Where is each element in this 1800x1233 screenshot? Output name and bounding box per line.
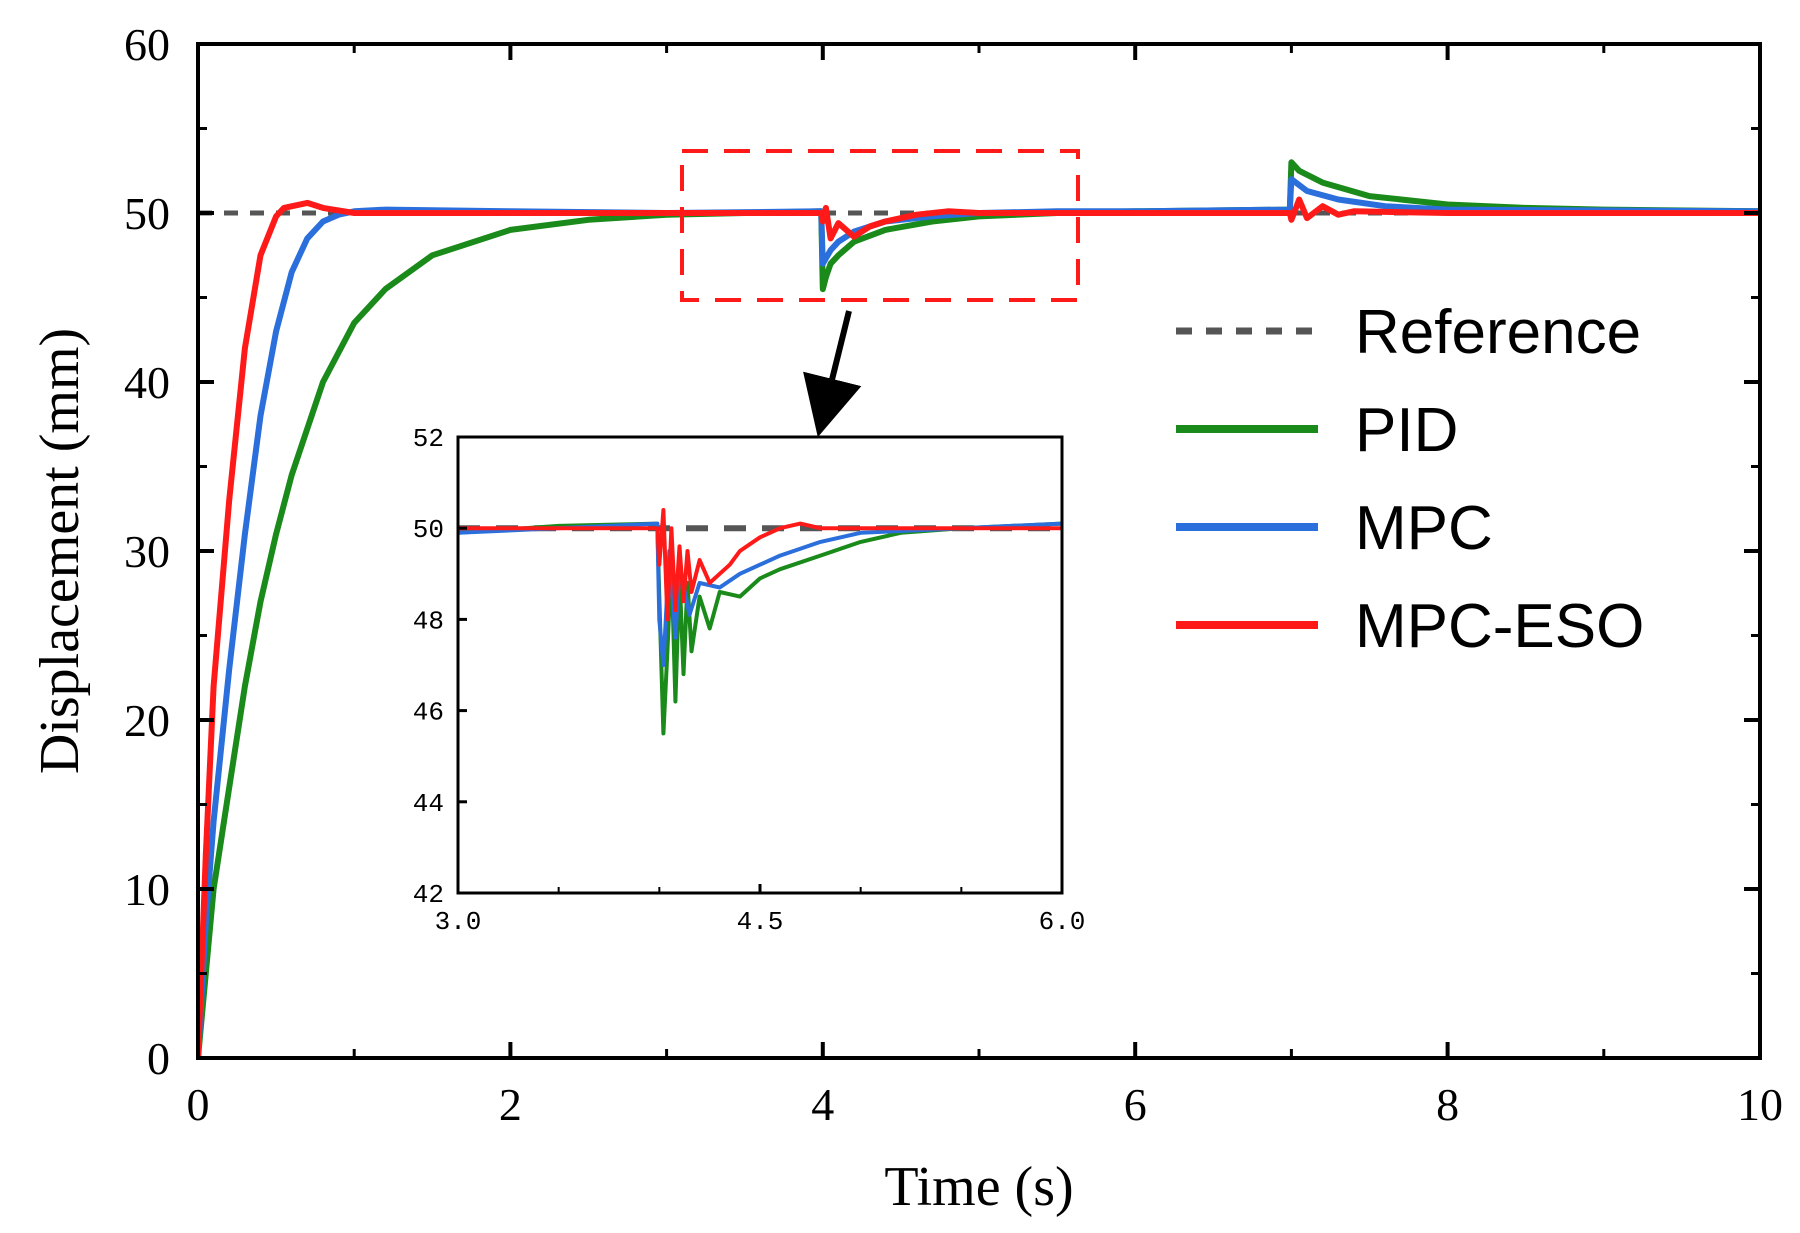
legend-label-pid: PID bbox=[1355, 396, 1458, 465]
series-line-mpc bbox=[198, 176, 1760, 1058]
inset-y-tick-label-1: 44 bbox=[413, 789, 444, 819]
legend: Reference PID MPC MPC-ESO bbox=[1176, 298, 1644, 661]
x-tick-label-1: 2 bbox=[499, 1079, 522, 1130]
main-series-group bbox=[198, 159, 1760, 1058]
inset-y-tick-label-2: 46 bbox=[413, 698, 444, 728]
inset-x-tick-label-2: 6.0 bbox=[1039, 907, 1086, 937]
y-tick-label-2: 20 bbox=[124, 695, 170, 746]
inset-y-tick-label-5: 52 bbox=[413, 424, 444, 454]
x-axis-label: Time (s) bbox=[884, 1156, 1073, 1218]
y-axis-label: Displacement (mm) bbox=[29, 328, 91, 774]
x-tick-label-3: 6 bbox=[1124, 1079, 1147, 1130]
x-tick-label-5: 10 bbox=[1737, 1079, 1783, 1130]
inset-y-tick-label-4: 50 bbox=[413, 515, 444, 545]
inset-background bbox=[458, 437, 1062, 893]
series-line-pid bbox=[198, 159, 1760, 1058]
legend-label-mpc-eso: MPC-ESO bbox=[1355, 592, 1644, 661]
legend-label-reference: Reference bbox=[1355, 298, 1641, 367]
y-tick-label-1: 10 bbox=[124, 864, 170, 915]
y-tick-label-6: 60 bbox=[124, 19, 170, 70]
y-tick-label-0: 0 bbox=[147, 1033, 170, 1084]
inset-series-line-pid bbox=[458, 521, 1062, 736]
x-tick-label-2: 4 bbox=[811, 1079, 834, 1130]
x-tick-label-4: 8 bbox=[1436, 1079, 1459, 1130]
inset-series-line-mpc bbox=[458, 521, 1062, 667]
inset-y-tick-label-0: 42 bbox=[413, 880, 444, 910]
inset-x-tick-label-1: 4.5 bbox=[737, 907, 784, 937]
x-tick-label-0: 0 bbox=[187, 1079, 210, 1130]
inset-series-line-mpc-eso bbox=[458, 508, 1062, 622]
inset-x-tick-label-0: 3.0 bbox=[435, 907, 482, 937]
zoom-region-box bbox=[680, 149, 1080, 302]
inset-y-tick-label-3: 48 bbox=[413, 606, 444, 636]
inset-series-group bbox=[458, 508, 1062, 736]
inset-axis-ticks: 3.0 4.5 6.0 42 44 46 48 50 52 bbox=[413, 424, 1086, 937]
y-tick-label-5: 50 bbox=[124, 188, 170, 239]
y-tick-label-3: 30 bbox=[124, 526, 170, 577]
legend-label-mpc: MPC bbox=[1355, 494, 1493, 563]
inset-chart: 3.0 4.5 6.0 42 44 46 48 50 52 bbox=[413, 424, 1086, 937]
y-tick-label-4: 40 bbox=[124, 357, 170, 408]
zoom-arrow bbox=[803, 310, 862, 438]
series-line-mpc-eso bbox=[198, 196, 1760, 1058]
